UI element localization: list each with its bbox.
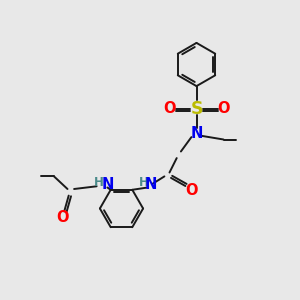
Text: H: H (94, 176, 104, 190)
Text: O: O (185, 183, 198, 198)
Text: O: O (163, 101, 176, 116)
Text: S: S (190, 100, 203, 118)
Text: N: N (144, 177, 157, 192)
Text: N: N (101, 177, 114, 192)
Text: N: N (190, 126, 203, 141)
Text: H: H (139, 176, 148, 190)
Text: O: O (56, 210, 68, 225)
Text: O: O (217, 101, 230, 116)
